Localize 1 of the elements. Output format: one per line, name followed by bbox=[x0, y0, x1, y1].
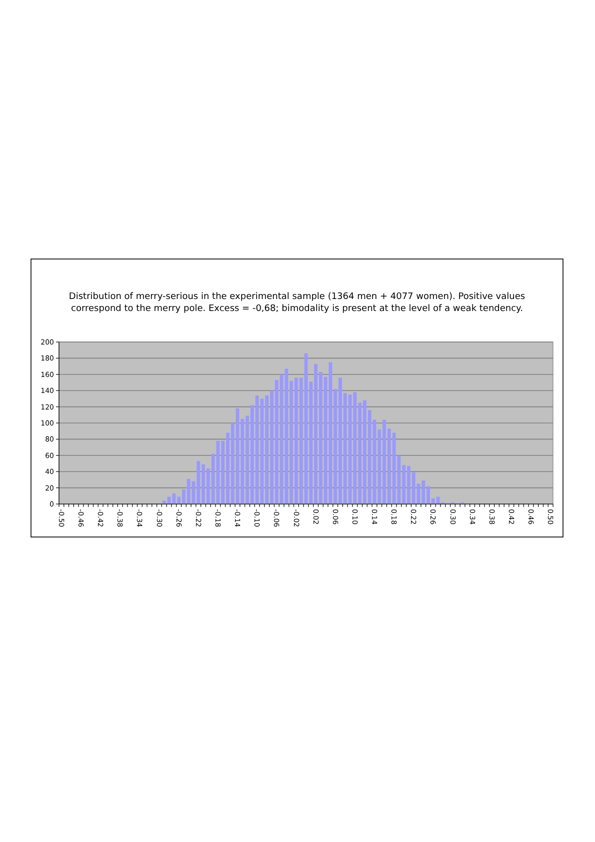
chart-title: Distribution of merry-serious in the experimental sample (1364 men + 4077 women). Positive values correspond to the merry pole. Excess = -0,68; bimodality is present at the level of a weak tendency. bbox=[68, 292, 526, 314]
